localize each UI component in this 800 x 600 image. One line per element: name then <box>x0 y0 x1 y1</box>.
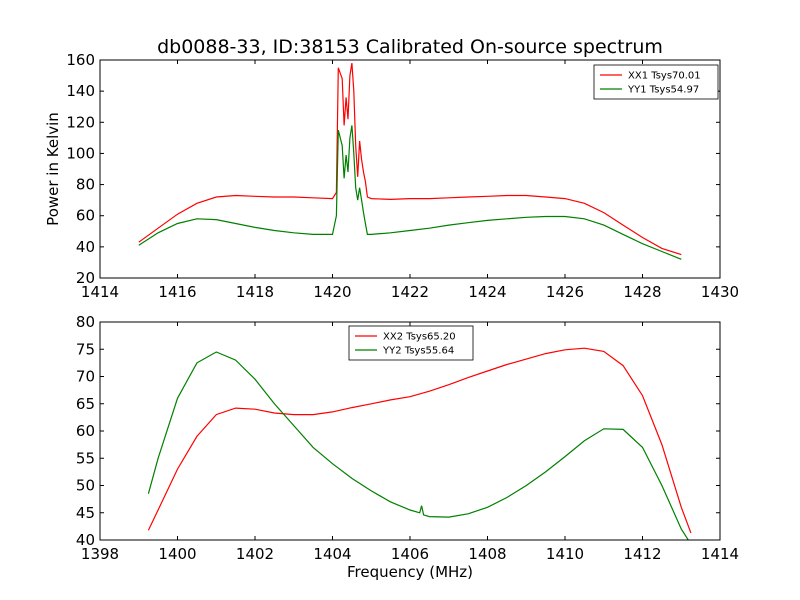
x-tick-label: 1404 <box>313 545 351 563</box>
chart-title: db0088-33, ID:38153 Calibrated On-source… <box>157 36 663 58</box>
spectrum-panel-bottom: 1398 1400 1402 1404 1406 1408 1410 1412 1414 40 45… <box>76 313 739 563</box>
x-tick-label: 1408 <box>468 545 506 563</box>
x-tick-label: 1400 <box>158 545 196 563</box>
x-tick-label: 1414 <box>701 545 739 563</box>
series-line-yy-panel-0 <box>138 125 682 260</box>
y-tick-label: 45 <box>76 504 95 522</box>
x-tick-label: 1430 <box>701 283 739 301</box>
y-tick-label: 120 <box>66 113 95 131</box>
y-tick-label: 65 <box>76 395 95 413</box>
y-tick-label: 50 <box>76 477 95 495</box>
legend-panel-0: XX1 Tsys70.01 YY1 Tsys54.97 <box>593 64 719 100</box>
legend-box <box>593 64 719 100</box>
x-tick-label: 1406 <box>391 545 429 563</box>
legend-entry: XX2 Tsys65.20 <box>383 332 456 343</box>
y-tick-label: 75 <box>76 340 95 358</box>
legend-entry: YY1 Tsys54.97 <box>627 85 699 96</box>
x-tick-label: 1412 <box>623 545 661 563</box>
y-tick-label: 60 <box>76 422 95 440</box>
x-tick-label: 1414 <box>81 283 119 301</box>
y-axis-label: Power in Kelvin <box>44 112 62 226</box>
y-tick-label: 20 <box>76 269 95 287</box>
y-tick-label: 100 <box>66 144 95 162</box>
y-tick-label: 40 <box>76 531 95 549</box>
x-tick-label: 1402 <box>236 545 274 563</box>
x-tick-label: 1426 <box>546 283 584 301</box>
x-tick-label: 1418 <box>236 283 274 301</box>
x-tick-label: 1416 <box>158 283 196 301</box>
series-line-xx-panel-0 <box>138 63 682 256</box>
x-tick-label: 1410 <box>546 545 584 563</box>
x-tick-label: 1422 <box>391 283 429 301</box>
legend-entry: YY2 Tsys55.64 <box>382 346 454 357</box>
y-tick-label: 40 <box>76 238 95 256</box>
series-line-yy-panel-1 <box>147 351 690 540</box>
y-tick-label: 70 <box>76 368 95 386</box>
x-tick-label: 1398 <box>81 545 119 563</box>
x-tick-label: 1428 <box>623 283 661 301</box>
y-tick-label: 140 <box>66 82 95 100</box>
legend-entry: XX1 Tsys70.01 <box>628 71 701 82</box>
spectrum-panel-top: 1414 1416 1418 1420 1422 1424 1426 1428 1430 20 40… <box>44 51 739 301</box>
y-tick-label: 80 <box>76 313 95 331</box>
x-axis-label: Frequency (MHz) <box>347 563 473 581</box>
legend-panel-1: XX2 Tsys65.20 YY2 Tsys55.64 <box>348 325 474 361</box>
x-tick-label: 1420 <box>313 283 351 301</box>
y-tick-label: 160 <box>66 51 95 69</box>
legend-box <box>348 325 474 361</box>
series-line-xx-panel-1 <box>147 347 692 534</box>
y-tick-label: 80 <box>76 176 95 194</box>
x-tick-label: 1424 <box>468 283 506 301</box>
y-tick-label: 55 <box>76 449 95 467</box>
y-tick-label: 60 <box>76 207 95 225</box>
